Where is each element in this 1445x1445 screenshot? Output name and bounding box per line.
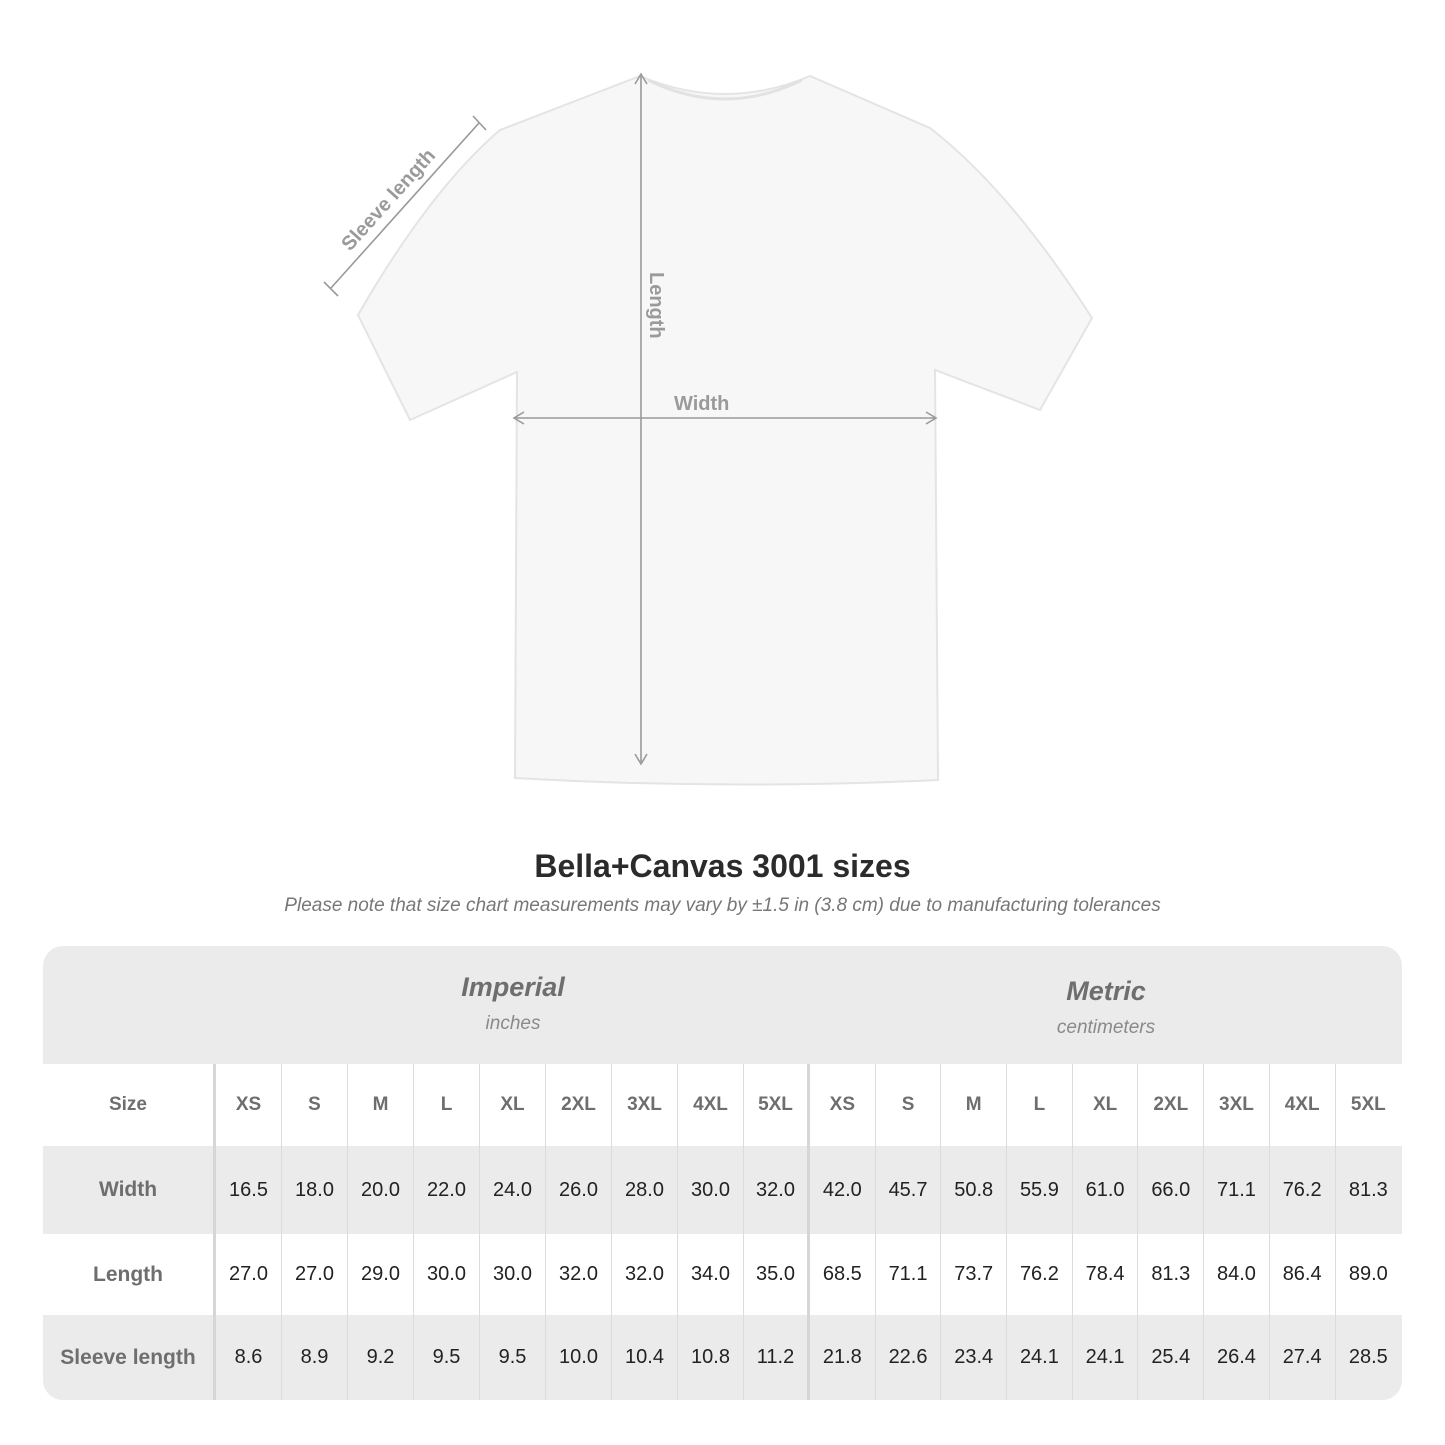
imperial-value-cell: 32.0	[546, 1234, 612, 1315]
metric-value-cell: 55.9	[1007, 1146, 1073, 1234]
imperial-value-cell: 27.0	[282, 1234, 348, 1315]
imperial-value-cell: 8.6	[216, 1315, 282, 1400]
metric-value-cell: 61.0	[1073, 1146, 1139, 1234]
size-column-label: Size	[43, 1064, 216, 1146]
imperial-value-cell: 9.5	[480, 1315, 546, 1400]
imperial-value-cell: 10.8	[678, 1315, 744, 1400]
metric-value-cell: 25.4	[1138, 1315, 1205, 1400]
size-header-cell: 2XL	[1138, 1064, 1205, 1146]
size-header-cell: XL	[480, 1064, 546, 1146]
tshirt-shape	[356, 74, 1094, 786]
size-header-row: Size XS S M L XL 2XL 3XL 4XL 5XL XS S M L XL 2XL 3XL 4XL 5…	[43, 1064, 1402, 1146]
imperial-value-cell: 8.9	[282, 1315, 348, 1400]
imperial-value-cell: 10.0	[546, 1315, 612, 1400]
metric-header: Metric centimeters	[810, 946, 1402, 1094]
imperial-value-cell: 34.0	[678, 1234, 744, 1315]
imperial-value-cell: 30.0	[678, 1146, 744, 1234]
imperial-value-cell: 32.0	[744, 1146, 810, 1234]
imperial-value-cell: 26.0	[546, 1146, 612, 1234]
imperial-value-cell: 24.0	[480, 1146, 546, 1234]
metric-value-cell: 71.1	[1204, 1146, 1270, 1234]
imperial-title: Imperial	[461, 972, 565, 1002]
imperial-value-cell: 20.0	[348, 1146, 414, 1234]
size-header-cell: M	[348, 1064, 414, 1146]
row-label: Sleeve length	[43, 1315, 216, 1400]
imperial-value-cell: 9.2	[348, 1315, 414, 1400]
imperial-value-cell: 30.0	[480, 1234, 546, 1315]
metric-value-cell: 24.1	[1073, 1315, 1139, 1400]
metric-value-cell: 81.3	[1348, 1178, 1388, 1201]
size-header-cell: L	[1007, 1064, 1073, 1146]
metric-value-cell: 86.4	[1270, 1234, 1336, 1315]
metric-value-cell: 22.6	[876, 1315, 942, 1400]
size-header-cell: XS	[810, 1064, 876, 1146]
table-row: Sleeve length 8.6 8.9 9.2 9.5 9.5 10.0 10.4 10.8…	[43, 1315, 1402, 1400]
table-row: Width 16.5 18.0 20.0 22.0 24.0 26.0 28.0 30.0 32.…	[43, 1146, 1402, 1234]
metric-value-cell: 42.0	[810, 1146, 876, 1234]
metric-value-cell: 81.3	[1138, 1234, 1205, 1315]
metric-value-cell: 78.4	[1073, 1234, 1139, 1315]
size-header-cell: XS	[216, 1064, 282, 1146]
size-header-cell: 3XL	[1204, 1064, 1270, 1146]
metric-title: Metric	[1066, 976, 1146, 1006]
metric-value-cell: 50.8	[941, 1146, 1008, 1234]
imperial-value-cell: 22.0	[414, 1146, 480, 1234]
metric-value-cell: 24.1	[1007, 1315, 1073, 1400]
size-header-cell: S	[876, 1064, 942, 1146]
metric-value-cell: 27.4	[1270, 1315, 1336, 1400]
imperial-value-cell: 16.5	[216, 1146, 282, 1234]
metric-value-cell: 45.7	[876, 1146, 942, 1234]
metric-value-cell: 76.2	[1007, 1234, 1073, 1315]
size-header-cell: M	[941, 1064, 1008, 1146]
tshirt-diagram: Sleeve length Length Width	[323, 72, 1094, 786]
imperial-value-cell: 11.2	[744, 1315, 810, 1400]
size-table: Imperial inches Metric centimeters Size X…	[43, 946, 1402, 1400]
imperial-value-cell: 28.0	[612, 1146, 678, 1234]
sleeve-measure-line	[330, 122, 480, 289]
metric-value-cell: 28.5	[1348, 1346, 1388, 1368]
metric-value-cell: 23.4	[941, 1315, 1008, 1400]
metric-value-cell: 66.0	[1138, 1146, 1205, 1234]
length-label: Length	[645, 272, 667, 339]
metric-value-cell: 84.0	[1204, 1234, 1270, 1315]
imperial-value-cell: 27.0	[216, 1234, 282, 1315]
row-label: Width	[43, 1146, 216, 1234]
imperial-value-cell: 29.0	[348, 1234, 414, 1315]
imperial-header: Imperial inches	[216, 946, 810, 1090]
measurement-lines	[323, 72, 938, 766]
metric-value-cell: 71.1	[876, 1234, 942, 1315]
size-header-cell: S	[282, 1064, 348, 1146]
imperial-value-cell: 18.0	[282, 1146, 348, 1234]
imperial-value-cell: 35.0	[744, 1234, 810, 1315]
size-header-cell: 5XL	[744, 1064, 810, 1146]
imperial-value-cell: 30.0	[414, 1234, 480, 1315]
size-header-cell: 4XL	[678, 1064, 744, 1146]
imperial-value-cell: 10.4	[612, 1315, 678, 1400]
row-label: Length	[43, 1234, 216, 1315]
metric-value-cell: 76.2	[1270, 1146, 1336, 1234]
metric-value-cell: 73.7	[941, 1234, 1008, 1315]
metric-value-cell: 26.4	[1204, 1315, 1270, 1400]
metric-value-cell: 21.8	[810, 1315, 876, 1400]
metric-value-cell: 89.0	[1348, 1263, 1388, 1285]
chart-title: Bella+Canvas 3001 sizes	[534, 848, 911, 884]
size-header-cell: 2XL	[546, 1064, 612, 1146]
size-header-cell: XL	[1073, 1064, 1139, 1146]
size-header-cell: 5XL	[1350, 1094, 1386, 1115]
table-row: Length 27.0 27.0 29.0 30.0 30.0 32.0 32.0 34.0 35…	[43, 1234, 1402, 1315]
size-header-cell: 3XL	[612, 1064, 678, 1146]
tolerance-note: Please note that size chart measurements…	[284, 895, 1161, 916]
size-header-cell: L	[414, 1064, 480, 1146]
imperial-unit: inches	[485, 1013, 541, 1034]
metric-unit: centimeters	[1056, 1017, 1156, 1038]
imperial-value-cell: 9.5	[414, 1315, 480, 1400]
imperial-value-cell: 32.0	[612, 1234, 678, 1315]
width-label: Width	[674, 393, 729, 415]
size-header-cell: 4XL	[1270, 1064, 1336, 1146]
metric-value-cell: 68.5	[810, 1234, 876, 1315]
